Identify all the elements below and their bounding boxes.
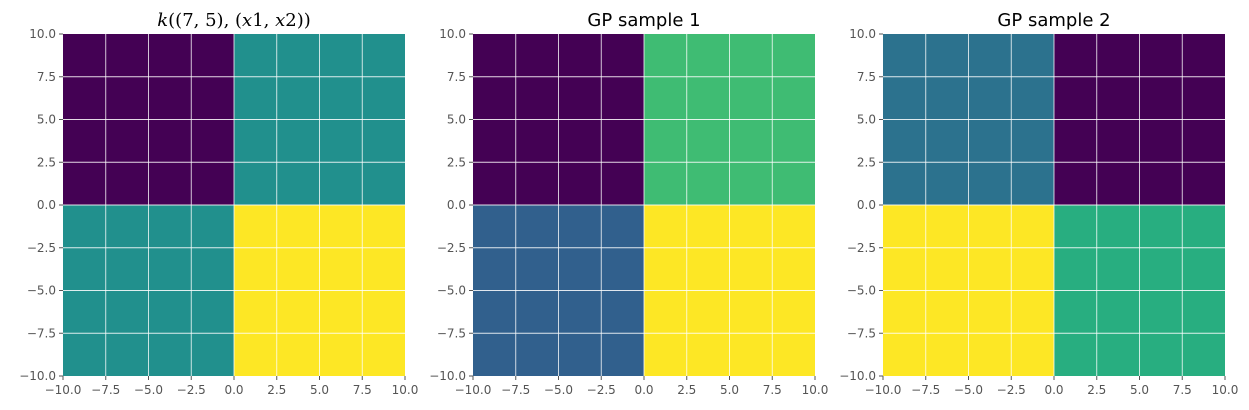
- y-tick-label: 7.5: [857, 70, 876, 84]
- y-tick-label: 10.0: [439, 27, 466, 41]
- y-tick-label: 0.0: [447, 198, 466, 212]
- y-tick-label: −5.0: [27, 284, 56, 298]
- y-tick-label: 2.5: [37, 155, 56, 169]
- x-axis: −10.0 −7.5 −5.0 −2.5 0.0 2.5 5.0 7.5 10.0: [45, 376, 419, 397]
- x-axis: −10.0 −7.5 −5.0 −2.5 0.0 2.5 5.0 7.5 10.0: [455, 376, 829, 397]
- y-axis: 10.0 7.5 5.0 2.5 0.0 −2.5 −5.0 −7.5 −10.0: [19, 27, 63, 383]
- x-tick-label: 2.5: [1087, 383, 1106, 397]
- x-tick-label: −5.0: [134, 383, 163, 397]
- x-tick-label: −10.0: [45, 383, 82, 397]
- y-tick-label: 2.5: [447, 155, 466, 169]
- x-tick-label: 5.0: [720, 383, 739, 397]
- grid: [473, 34, 815, 376]
- y-tick-label: 0.0: [37, 198, 56, 212]
- y-tick-label: −5.0: [437, 284, 466, 298]
- x-tick-label: 10.0: [802, 383, 829, 397]
- x-axis: −10.0 −7.5 −5.0 −2.5 0.0 2.5 5.0 7.5 10.0: [865, 376, 1239, 397]
- y-tick-label: −10.0: [429, 369, 466, 383]
- panel-title: GP sample 1: [587, 10, 700, 31]
- x-tick-label: −10.0: [865, 383, 902, 397]
- y-tick-label: 7.5: [447, 70, 466, 84]
- y-tick-label: 5.0: [857, 113, 876, 127]
- x-tick-label: 10.0: [392, 383, 419, 397]
- x-tick-label: 10.0: [1212, 383, 1239, 397]
- x-tick-label: −7.5: [911, 383, 940, 397]
- x-tick-label: 5.0: [1130, 383, 1149, 397]
- y-tick-label: 0.0: [857, 198, 876, 212]
- x-tick-label: 7.5: [763, 383, 782, 397]
- x-tick-label: 0.0: [224, 383, 243, 397]
- y-tick-label: −2.5: [847, 241, 876, 255]
- x-tick-label: −10.0: [455, 383, 492, 397]
- grid: [883, 34, 1225, 376]
- y-tick-label: 10.0: [849, 27, 876, 41]
- x-tick-label: 2.5: [677, 383, 696, 397]
- x-tick-label: −2.5: [997, 383, 1026, 397]
- x-tick-label: 7.5: [353, 383, 372, 397]
- y-tick-label: −2.5: [437, 241, 466, 255]
- panel-title: GP sample 2: [997, 10, 1110, 31]
- y-tick-label: −7.5: [27, 326, 56, 340]
- grid: [63, 34, 405, 376]
- y-tick-label: −10.0: [19, 369, 56, 383]
- panel-gp-sample-2: −10.0 −7.5 −5.0 −2.5 0.0 2.5 5.0 7.5 10.0 10.0 7.…: [839, 10, 1238, 397]
- y-tick-label: −2.5: [27, 241, 56, 255]
- y-axis: 10.0 7.5 5.0 2.5 0.0 −2.5 −5.0 −7.5 −10.0: [429, 27, 473, 383]
- x-tick-label: 0.0: [634, 383, 653, 397]
- y-tick-label: −10.0: [839, 369, 876, 383]
- y-tick-label: 7.5: [37, 70, 56, 84]
- x-tick-label: −5.0: [544, 383, 573, 397]
- y-tick-label: 2.5: [857, 155, 876, 169]
- x-tick-label: −7.5: [501, 383, 530, 397]
- y-axis: 10.0 7.5 5.0 2.5 0.0 −2.5 −5.0 −7.5 −10.0: [839, 27, 883, 383]
- x-tick-label: −5.0: [954, 383, 983, 397]
- y-tick-label: 5.0: [447, 113, 466, 127]
- y-tick-label: 5.0: [37, 113, 56, 127]
- panel-title: k((7, 5), (x1, x2)): [157, 10, 311, 31]
- y-tick-label: −5.0: [847, 284, 876, 298]
- panel-gp-sample-1: −10.0 −7.5 −5.0 −2.5 0.0 2.5 5.0 7.5 10.0 10.0 7.…: [429, 10, 828, 397]
- x-tick-label: −2.5: [177, 383, 206, 397]
- panel-kernel: −10.0 −7.5 −5.0 −2.5 0.0 2.5 5.0 7.5 10.0 10.0 7.…: [19, 10, 418, 397]
- x-tick-label: 7.5: [1173, 383, 1192, 397]
- y-tick-label: −7.5: [437, 326, 466, 340]
- x-tick-label: 2.5: [267, 383, 286, 397]
- x-tick-label: 0.0: [1044, 383, 1063, 397]
- x-tick-label: −7.5: [91, 383, 120, 397]
- x-tick-label: −2.5: [587, 383, 616, 397]
- y-tick-label: 10.0: [29, 27, 56, 41]
- x-tick-label: 5.0: [310, 383, 329, 397]
- y-tick-label: −7.5: [847, 326, 876, 340]
